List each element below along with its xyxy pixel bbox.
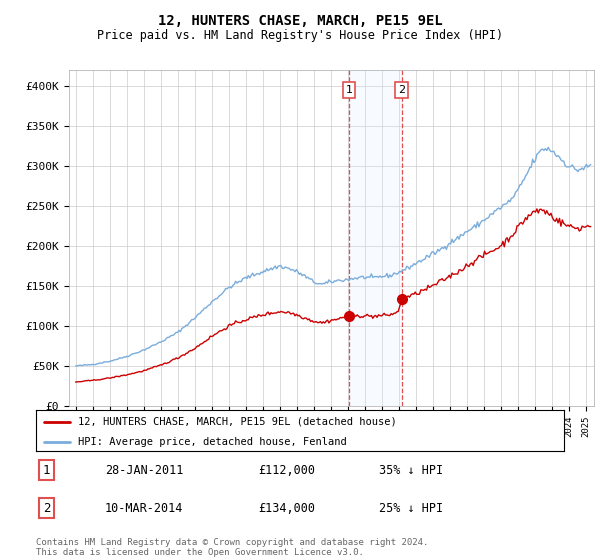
Text: Price paid vs. HM Land Registry's House Price Index (HPI): Price paid vs. HM Land Registry's House …: [97, 29, 503, 42]
Text: 12, HUNTERS CHASE, MARCH, PE15 9EL: 12, HUNTERS CHASE, MARCH, PE15 9EL: [158, 14, 442, 28]
Text: £112,000: £112,000: [258, 464, 315, 477]
Text: £134,000: £134,000: [258, 502, 315, 515]
Text: 28-JAN-2011: 28-JAN-2011: [104, 464, 183, 477]
Text: 12, HUNTERS CHASE, MARCH, PE15 9EL (detached house): 12, HUNTERS CHASE, MARCH, PE15 9EL (deta…: [78, 417, 397, 427]
Bar: [349, 70, 402, 406]
Text: 1: 1: [43, 464, 50, 477]
Text: 35% ↓ HPI: 35% ↓ HPI: [379, 464, 443, 477]
Text: 1: 1: [346, 85, 352, 95]
Text: 25% ↓ HPI: 25% ↓ HPI: [379, 502, 443, 515]
Text: 2: 2: [43, 502, 50, 515]
Text: 10-MAR-2014: 10-MAR-2014: [104, 502, 183, 515]
Text: HPI: Average price, detached house, Fenland: HPI: Average price, detached house, Fenl…: [78, 437, 347, 447]
Text: Contains HM Land Registry data © Crown copyright and database right 2024.
This d: Contains HM Land Registry data © Crown c…: [36, 538, 428, 557]
Text: 2: 2: [398, 85, 406, 95]
